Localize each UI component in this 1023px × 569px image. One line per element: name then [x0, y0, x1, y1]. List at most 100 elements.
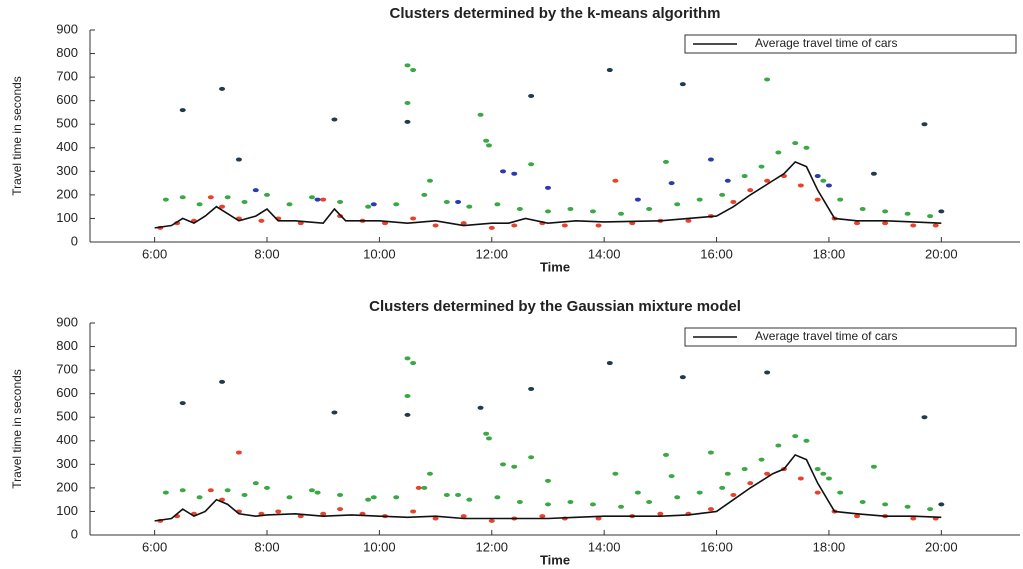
point	[404, 394, 411, 399]
point	[404, 119, 411, 124]
point	[837, 197, 844, 202]
y-tick-label: 800	[56, 45, 78, 60]
point	[196, 495, 203, 500]
point	[544, 209, 551, 214]
point	[606, 361, 613, 366]
point	[758, 457, 765, 462]
point	[494, 495, 501, 500]
point	[764, 77, 771, 82]
point	[314, 197, 321, 202]
point	[432, 516, 439, 521]
x-tick-label: 20:00	[925, 539, 958, 554]
point	[792, 141, 799, 146]
point	[404, 356, 411, 361]
point	[837, 490, 844, 495]
legend-label: Average travel time of cars	[755, 329, 898, 343]
y-tick-label: 400	[56, 432, 78, 447]
point	[179, 108, 186, 113]
point	[747, 188, 754, 193]
point	[932, 223, 939, 228]
point	[370, 495, 377, 500]
point	[910, 516, 917, 521]
x-tick-label: 18:00	[813, 246, 846, 261]
point	[421, 485, 428, 490]
point	[393, 495, 400, 500]
point	[612, 178, 619, 183]
x-tick-label: 18:00	[813, 539, 846, 554]
point	[483, 431, 490, 436]
y-tick-label: 100	[56, 503, 78, 518]
point	[286, 495, 293, 500]
y-tick-label: 100	[56, 210, 78, 225]
point	[241, 492, 248, 497]
chart-title: Clusters determined by the k-means algor…	[390, 5, 721, 22]
point	[679, 82, 686, 87]
x-tick-label: 8:00	[254, 539, 279, 554]
point	[775, 443, 782, 448]
point	[241, 199, 248, 204]
point	[337, 507, 344, 512]
point	[219, 379, 226, 384]
point	[882, 209, 889, 214]
point	[567, 500, 574, 505]
y-axis-label: Travel time in seconds	[10, 369, 24, 489]
point	[741, 174, 748, 179]
point	[859, 207, 866, 212]
point	[938, 209, 945, 214]
point	[320, 197, 327, 202]
x-tick-label: 6:00	[142, 246, 167, 261]
legend-label: Average travel time of cars	[755, 36, 898, 50]
y-tick-label: 500	[56, 116, 78, 131]
point	[618, 211, 625, 216]
point	[264, 485, 271, 490]
point	[337, 199, 344, 204]
point	[207, 488, 214, 493]
point	[207, 195, 214, 200]
point	[854, 221, 861, 226]
point	[797, 476, 804, 481]
legend-box	[684, 327, 1017, 347]
point	[544, 502, 551, 507]
point	[224, 488, 231, 493]
point	[668, 181, 675, 186]
point	[432, 223, 439, 228]
point	[927, 507, 934, 512]
point	[485, 436, 492, 441]
x-axis-label: Time	[540, 259, 570, 274]
point	[825, 476, 832, 481]
point	[646, 500, 653, 505]
point	[455, 199, 462, 204]
point	[252, 481, 259, 486]
point	[410, 68, 417, 73]
point	[595, 223, 602, 228]
point	[264, 192, 271, 197]
point	[814, 174, 821, 179]
point	[314, 490, 321, 495]
point	[724, 178, 731, 183]
y-tick-label: 800	[56, 338, 78, 353]
y-tick-label: 700	[56, 362, 78, 377]
point	[882, 221, 889, 226]
point	[764, 471, 771, 476]
point	[803, 438, 810, 443]
point	[854, 514, 861, 519]
point	[308, 488, 315, 493]
point	[370, 202, 377, 207]
point	[258, 218, 265, 223]
point	[516, 500, 523, 505]
point	[494, 202, 501, 207]
point	[162, 490, 169, 495]
point	[792, 434, 799, 439]
legend-box	[684, 34, 1017, 54]
point	[730, 492, 737, 497]
y-tick-label: 900	[56, 314, 78, 329]
point	[668, 474, 675, 479]
point	[775, 150, 782, 155]
point	[814, 490, 821, 495]
y-tick-label: 400	[56, 139, 78, 154]
y-tick-label: 900	[56, 21, 78, 36]
point	[410, 361, 417, 366]
point	[797, 183, 804, 188]
point	[443, 199, 450, 204]
point	[657, 511, 664, 516]
